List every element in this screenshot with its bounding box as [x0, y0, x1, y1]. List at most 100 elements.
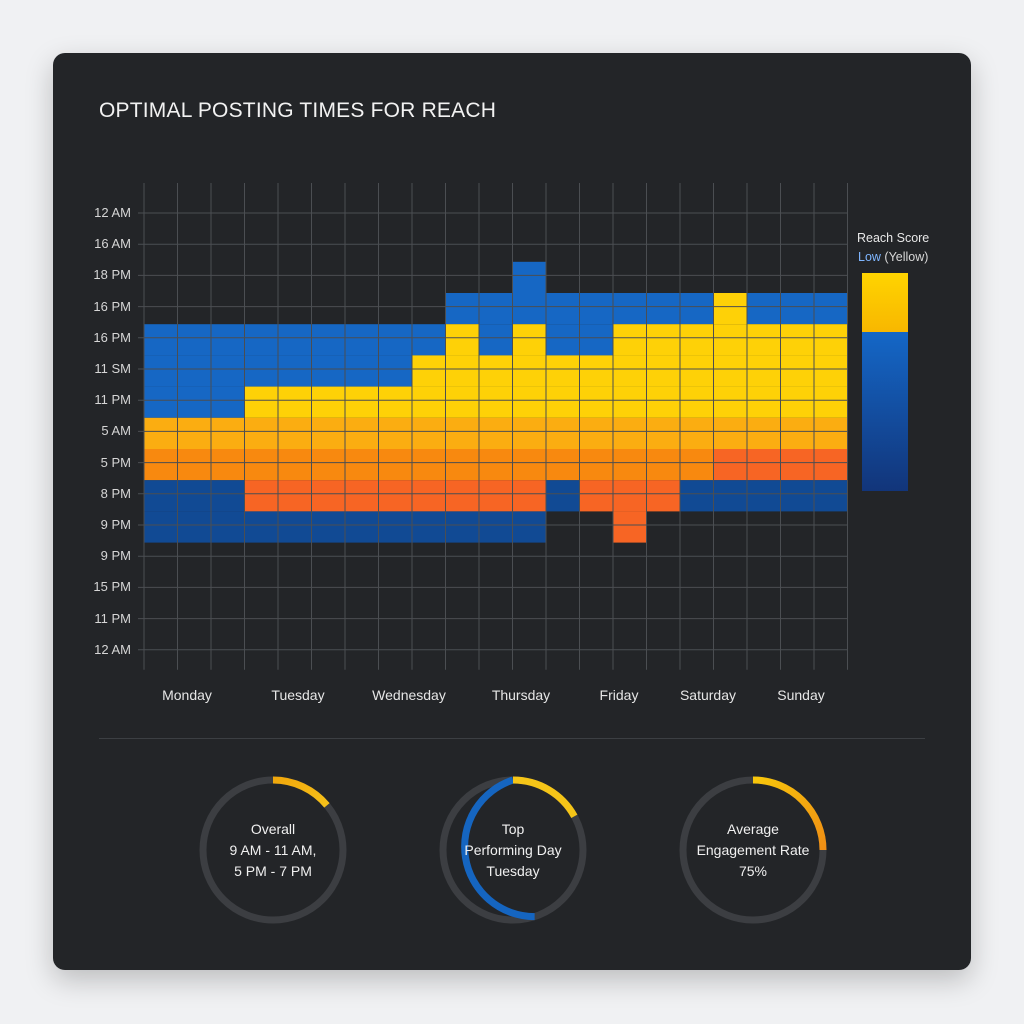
heatmap-cell	[613, 511, 647, 543]
heatmap-cell	[278, 355, 312, 387]
heatmap-cell	[780, 480, 814, 512]
heatmap-cell	[680, 293, 714, 325]
legend-color-bar	[862, 273, 908, 491]
heatmap-cell	[177, 417, 211, 449]
gauge-progress-arc	[272, 776, 330, 808]
heatmap-cell	[546, 386, 580, 418]
gauge-text: Top Performing Day Tuesday	[436, 773, 590, 927]
x-tick-label: Thursday	[491, 687, 551, 703]
gauge-progress-arc	[752, 776, 827, 851]
heatmap-cell	[278, 324, 312, 356]
y-tick-label: 15 PM	[93, 579, 131, 595]
heatmap-cell	[512, 417, 546, 449]
heatmap-cell	[546, 355, 580, 387]
heatmap-cell	[814, 324, 848, 356]
heatmap-cell	[680, 480, 714, 512]
heatmap-cell	[345, 355, 379, 387]
heatmap-cell	[211, 511, 245, 543]
heatmap-cell	[713, 386, 747, 418]
heatmap-cell	[579, 293, 613, 325]
heatmap-cell	[479, 386, 513, 418]
chart-card: OPTIMAL POSTING TIMES FOR REACH 12 AM 16 …	[53, 53, 971, 970]
heatmap-cell	[445, 449, 479, 481]
heatmap-cell	[680, 355, 714, 387]
heatmap-cell	[780, 355, 814, 387]
heatmap-cell	[479, 511, 513, 543]
heatmap-cell	[747, 449, 781, 481]
heatmap-cell	[345, 417, 379, 449]
heatmap-cell	[412, 417, 446, 449]
heatmap-cell	[747, 480, 781, 512]
heatmap-cell	[144, 417, 178, 449]
heatmap-cell	[479, 417, 513, 449]
gauge-ring	[679, 776, 827, 924]
heatmap-cell	[646, 386, 680, 418]
heatmap-cell	[211, 386, 245, 418]
x-tick-label: Wednesday	[372, 687, 446, 703]
heatmap-cell	[613, 417, 647, 449]
heatmap-cell	[747, 324, 781, 356]
heatmap-cell	[646, 449, 680, 481]
heatmap-cell	[479, 324, 513, 356]
x-tick-label: Tuesday	[271, 687, 325, 703]
heatmap-cell	[445, 417, 479, 449]
heatmap-cell	[177, 480, 211, 512]
heatmap-cell	[378, 417, 412, 449]
heatmap-cell	[412, 386, 446, 418]
heatmap-cell	[613, 355, 647, 387]
heatmap-cell	[244, 324, 278, 356]
heatmap-cell	[713, 355, 747, 387]
heatmap-cell	[345, 511, 379, 543]
heatmap-cell	[311, 449, 345, 481]
heatmap-cell	[378, 480, 412, 512]
y-tick-label: 16 AM	[94, 236, 131, 252]
y-tick-label: 11 SM	[94, 361, 131, 376]
heatmap-cell	[747, 417, 781, 449]
y-tick-label: 18 PM	[93, 267, 131, 283]
heatmap-cell	[579, 355, 613, 387]
heatmap-cell	[345, 480, 379, 512]
heatmap-cell	[345, 449, 379, 481]
heatmap-cell	[713, 417, 747, 449]
gauge-line-1: Overall	[250, 820, 296, 837]
heatmap-cell	[646, 417, 680, 449]
legend-low-swatch	[862, 332, 908, 491]
heatmap-cell	[546, 480, 580, 512]
gauge-progress-arc	[461, 776, 535, 921]
heatmap-cell	[780, 324, 814, 356]
heatmap-cell	[646, 355, 680, 387]
heatmap-cell	[311, 511, 345, 543]
heatmap-cell	[144, 355, 178, 387]
gauge-line-3: 5 PM - 7 PM	[234, 862, 312, 879]
heatmap-cell	[579, 449, 613, 481]
y-tick-label: 16 PM	[93, 329, 131, 345]
heatmap-cell	[479, 449, 513, 481]
x-tick-label: Saturday	[679, 687, 737, 703]
x-tick-label: Monday	[162, 687, 212, 703]
y-tick-label: 11 PM	[94, 392, 131, 408]
heatmap-cell	[814, 293, 848, 325]
heatmap-cell	[747, 355, 781, 387]
heatmap-cell	[579, 417, 613, 449]
heatmap-cell	[311, 324, 345, 356]
heatmap-cell	[814, 355, 848, 387]
x-tick-label: Friday	[599, 687, 639, 703]
y-tick-label: 16 PM	[93, 298, 131, 314]
heatmap-cell	[680, 449, 714, 481]
gauge-line-3: Tuesday	[486, 862, 540, 879]
heatmap-cell	[814, 480, 848, 512]
heatmap-cell	[445, 355, 479, 387]
stat-gauge-top-day: Top Performing Day Tuesday	[436, 773, 590, 927]
heatmap-cell	[579, 324, 613, 356]
heatmap-cell	[512, 449, 546, 481]
heatmap-cell	[177, 386, 211, 418]
heatmap-cell	[780, 386, 814, 418]
heatmap-cell	[814, 449, 848, 481]
heatmap-cell	[378, 511, 412, 543]
gauge-ring	[199, 776, 347, 924]
heatmap-cell	[512, 261, 546, 293]
heatmap-cell	[445, 480, 479, 512]
heatmap-cell	[479, 293, 513, 325]
heatmap-cell	[211, 355, 245, 387]
heatmap-cell	[646, 480, 680, 512]
